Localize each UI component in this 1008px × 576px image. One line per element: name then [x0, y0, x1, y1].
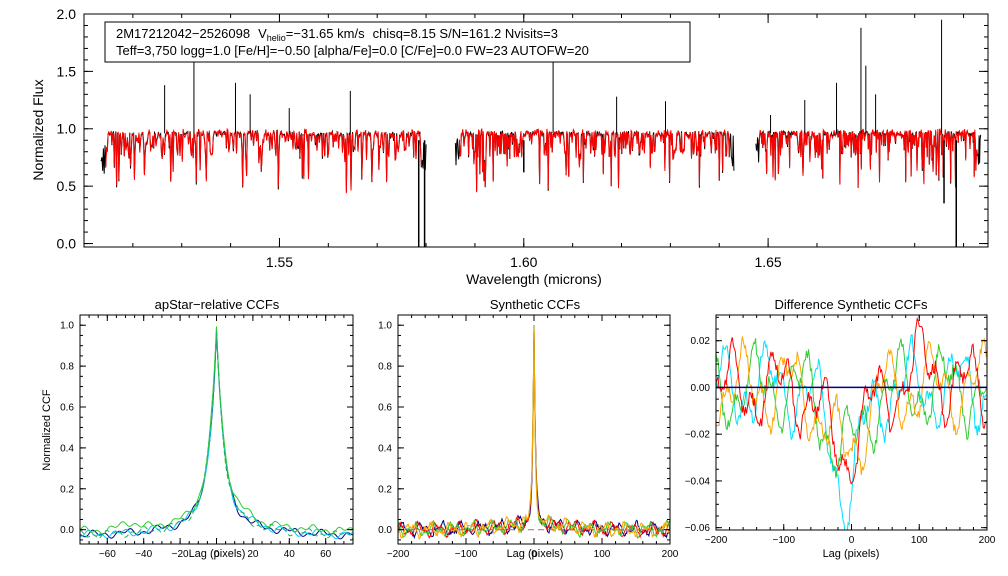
x-tick-label: −200: [387, 549, 410, 560]
synthetic-ccf-title: Synthetic CCFs: [490, 297, 581, 312]
x-tick-label: 200: [979, 535, 996, 546]
y-tick-label: 0.0: [378, 525, 392, 536]
x-tick-label: 60: [320, 549, 332, 560]
difference-ccf-ticks: −200 −100 0 100 200 −0.06 −0.04 −0.02 0.00 0.02: [685, 315, 996, 546]
y-tick-label: 1.0: [60, 321, 74, 332]
difference-ccf-plot-area: [716, 316, 987, 530]
info-line-2: Teff=3,750 logg=1.0 [Fe/H]=−0.50 [alpha/…: [116, 43, 589, 58]
ccf-line-combined: [80, 331, 353, 540]
synthetic-ccf-visit-4: [398, 327, 670, 540]
spectrum-x-label: Wavelength (microns): [466, 271, 602, 287]
difference-ccf-red: [716, 316, 987, 485]
apstar-ccf-x-label: Lag (pixels): [189, 548, 246, 560]
y-tick-label: 0.0: [57, 235, 77, 251]
difference-ccf-title: Difference Synthetic CCFs: [775, 297, 928, 312]
y-tick-label: 2.0: [57, 6, 77, 22]
y-tick-label: 0.02: [691, 336, 711, 347]
info-box-frame: [104, 21, 691, 63]
apstar-ccf-plot-area: [80, 326, 353, 540]
observed-spectrum-chip: [454, 129, 735, 191]
x-tick-label: 1.55: [266, 254, 293, 270]
y-tick-label: 0.2: [60, 484, 74, 495]
y-tick-label: 0.6: [60, 403, 74, 414]
y-tick-label: 0.8: [60, 362, 74, 373]
apstar-ccf-ticks: −60 −40 −20 0 20 40 60 0.0 0.2 0.4 0.6 0.8 1.0: [60, 315, 354, 560]
apstar-ccf-y-label: Normalized CCF: [41, 389, 53, 471]
x-tick-label: 1.65: [754, 254, 781, 270]
x-tick-label: 100: [911, 535, 928, 546]
spectrum-info-box: 2M17212042−2526098 Vhelio=−31.65 km/s chis…: [104, 21, 691, 63]
y-tick-label: 1.0: [57, 121, 77, 137]
fit-stats: chisq=8.15 S/N=161.2 Nvisits=3: [373, 26, 558, 41]
x-tick-label: 200: [662, 549, 679, 560]
x-tick-label: −20: [172, 549, 189, 560]
y-tick-label: 1.0: [378, 321, 392, 332]
ccf-line-visit-3: [80, 326, 353, 535]
velocity-label: V: [258, 26, 267, 41]
apstar-ccf-title: apStar−relative CCFs: [155, 297, 280, 312]
y-tick-label: 0.00: [691, 383, 711, 394]
x-tick-label: 0: [531, 549, 537, 560]
x-tick-label: −100: [455, 549, 478, 560]
y-tick-label: 0.2: [378, 484, 392, 495]
synthetic-ccf-panel: Synthetic CCFs −200 −100 0 100 200 0.0 0.2 0.4 0…: [378, 297, 679, 560]
synthetic-ccf-x-label: Lag (pixels): [507, 548, 564, 560]
y-tick-label: −0.02: [685, 430, 711, 441]
x-tick-label: −200: [705, 535, 728, 546]
difference-ccf-x-label: Lag (pixels): [823, 548, 880, 560]
synthetic-ccf-ticks: −200 −100 0 100 200 0.0 0.2 0.4 0.6 0.8 1.0: [378, 315, 679, 560]
y-tick-label: −0.06: [685, 523, 711, 534]
x-tick-label: 0: [214, 549, 220, 560]
y-tick-label: 0.6: [378, 403, 392, 414]
y-tick-label: 0.4: [60, 443, 74, 454]
difference-ccf-cyan: [716, 334, 987, 530]
y-tick-label: 0.4: [378, 443, 392, 454]
x-tick-label: 1.60: [510, 254, 537, 270]
spectrum-plot-area: [100, 19, 982, 247]
model-spectrum-chip: [458, 127, 731, 193]
spectrum-ticks: 1.55 1.60 1.65 0.0 0.5 1.0 1.5 2.0: [57, 6, 988, 270]
apstar-ccf-panel: apStar−relative CCFs −60 −40 −20 0 20 40 60 0.0…: [41, 297, 354, 560]
velocity-value: =−31.65 km/s: [286, 26, 365, 41]
y-tick-label: 0.8: [378, 362, 392, 373]
difference-ccf-green: [716, 338, 987, 479]
spectrum-panel: 1.55 1.60 1.65 0.0 0.5 1.0 1.5 2.0 2M17212042−2…: [30, 6, 989, 287]
difference-ccf-panel: Difference Synthetic CCFs −200 −100 0 100 20…: [685, 297, 996, 560]
x-tick-label: −40: [135, 549, 152, 560]
velocity-subscript: helio: [267, 33, 286, 43]
x-tick-label: 0: [849, 535, 855, 546]
info-line-1: 2M17212042−2526098 Vhelio=−31.65 km/s chis…: [116, 26, 558, 43]
x-tick-label: −60: [99, 549, 116, 560]
model-spectrum-chip: [105, 127, 422, 194]
x-tick-label: −100: [772, 535, 795, 546]
x-tick-label: 20: [247, 549, 259, 560]
spectrum-y-label: Normalized Flux: [30, 79, 46, 180]
y-tick-label: 0.0: [60, 525, 74, 536]
y-tick-label: 1.5: [57, 63, 77, 79]
synthetic-ccf-plot-area: [398, 325, 670, 540]
y-tick-label: 0.5: [57, 178, 77, 194]
y-tick-label: −0.04: [685, 476, 711, 487]
spectrum-axes-frame: [83, 13, 989, 248]
star-id: 2M17212042−2526098: [116, 26, 250, 41]
x-tick-label: 100: [594, 549, 611, 560]
x-tick-label: 40: [284, 549, 296, 560]
